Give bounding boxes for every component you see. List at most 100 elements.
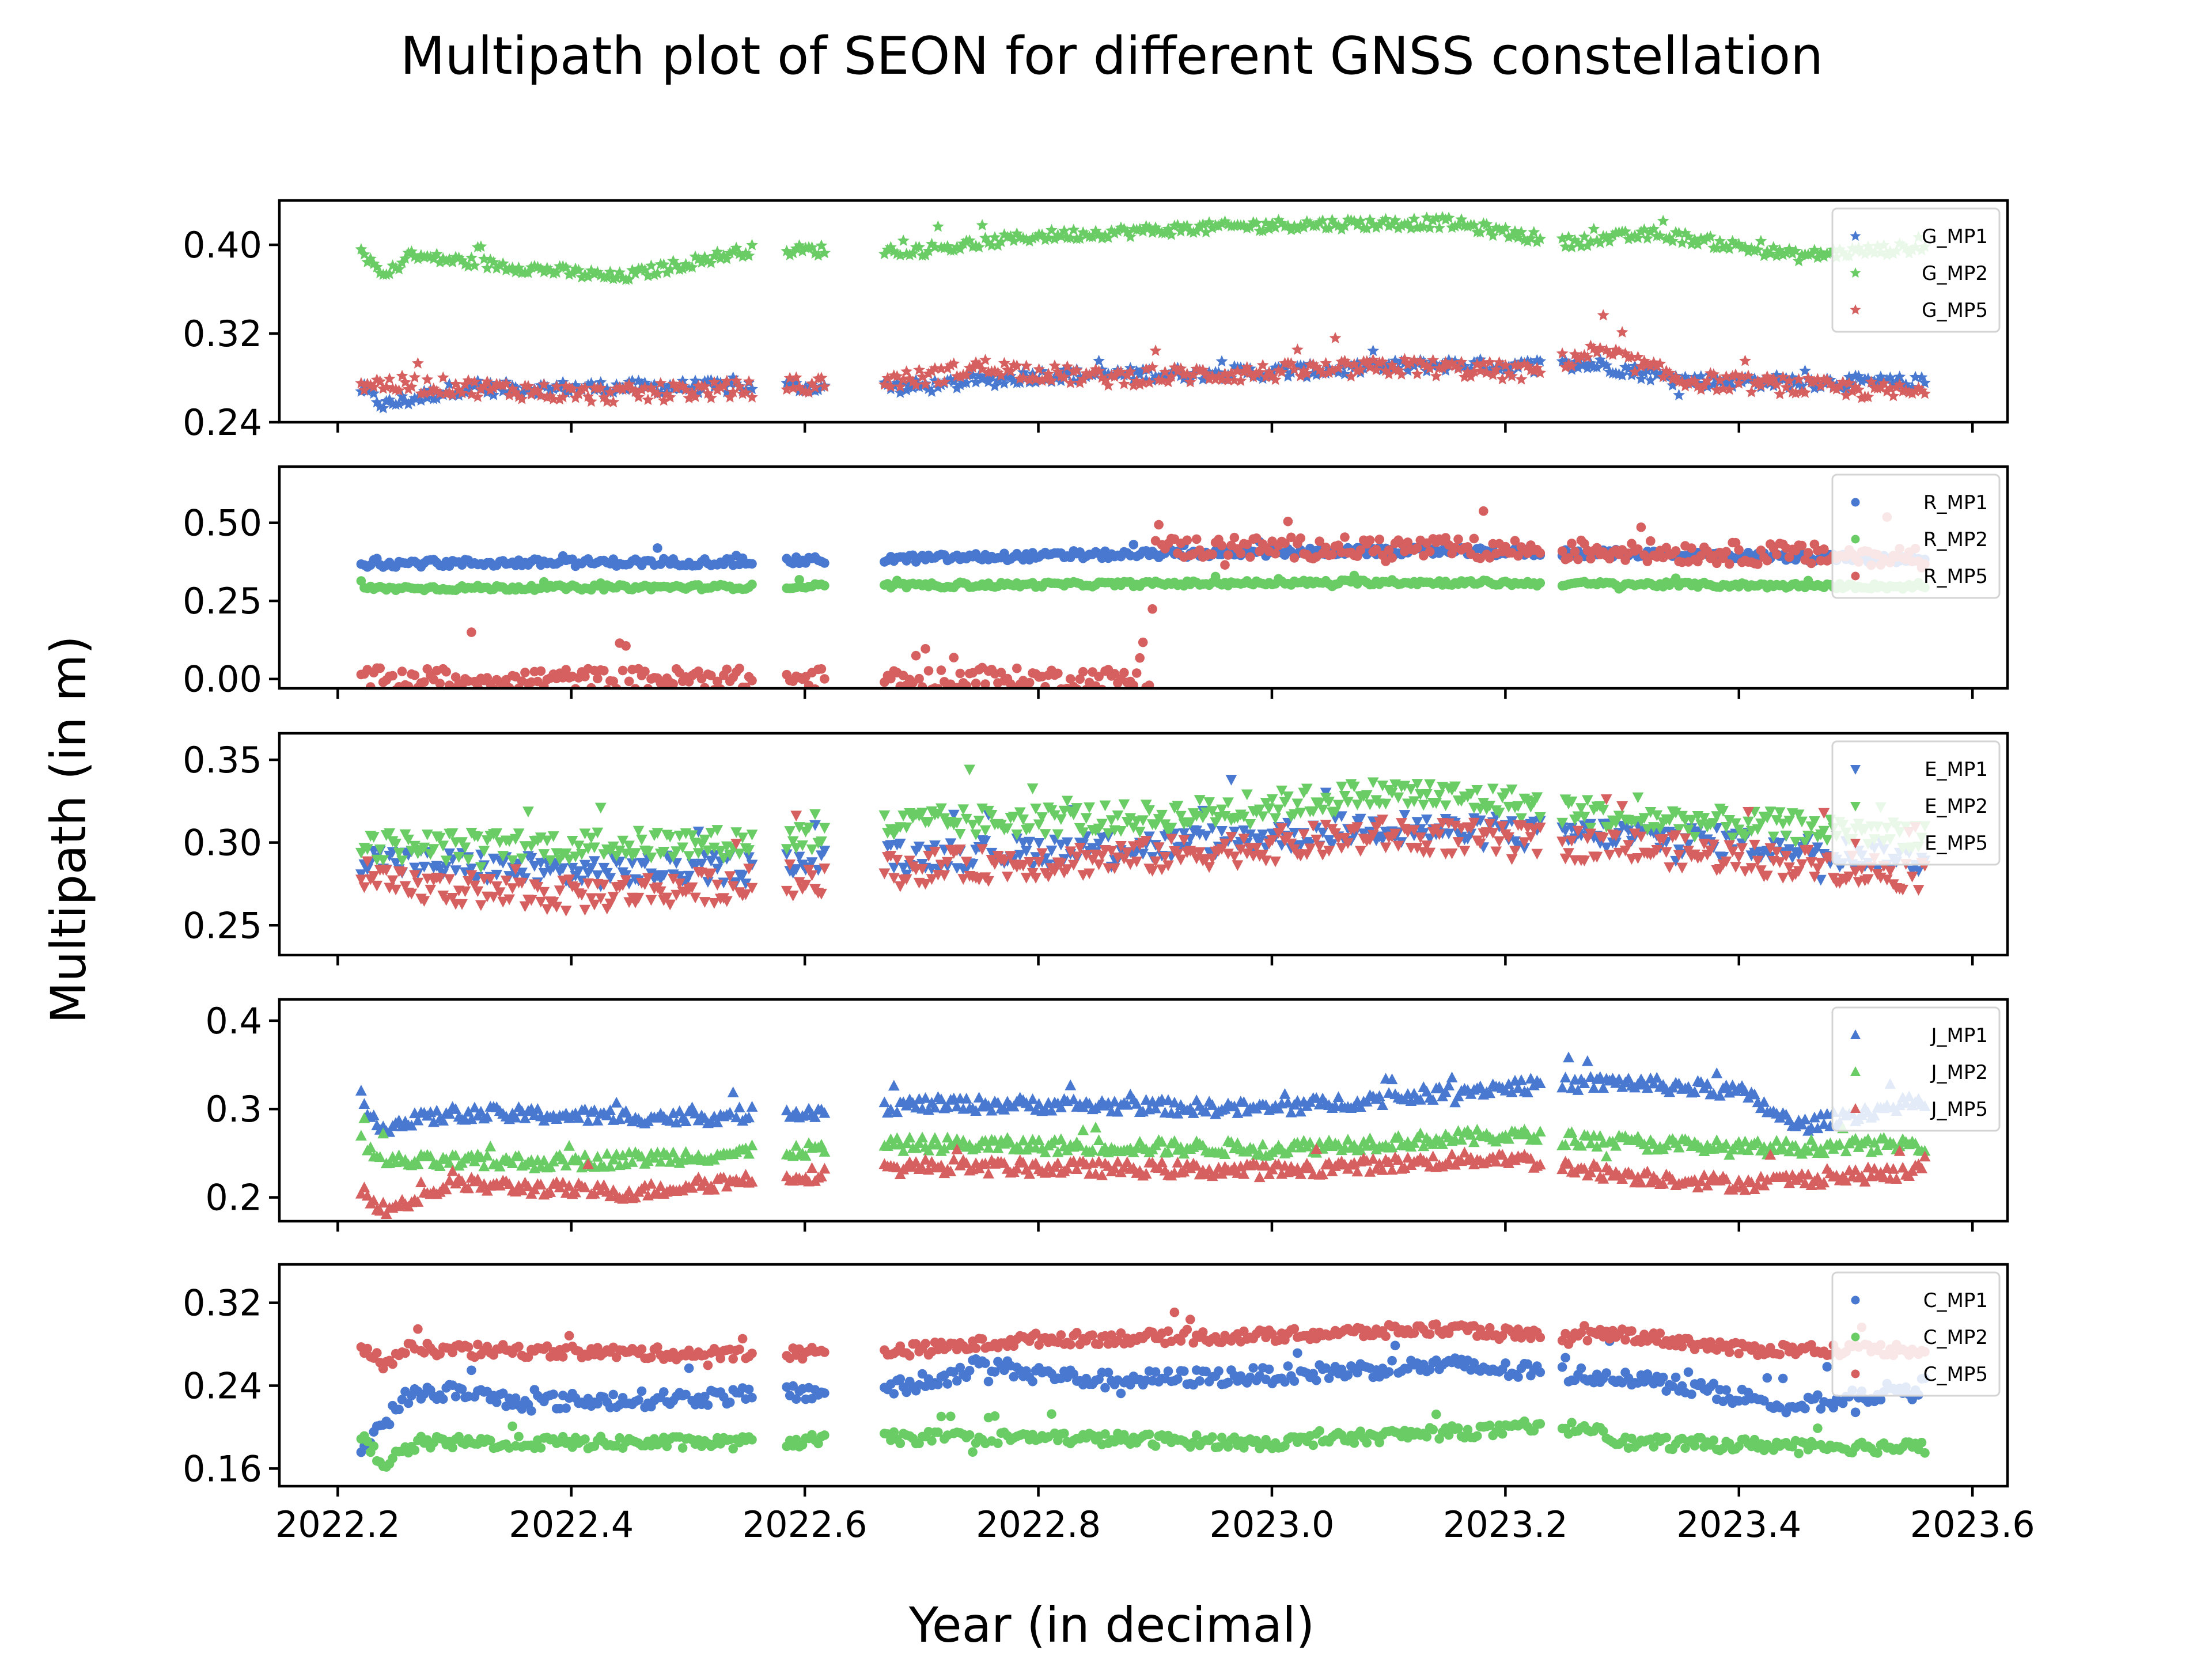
data-point (535, 896, 547, 908)
data-point (1033, 1134, 1045, 1145)
data-point (926, 365, 938, 377)
data-point (1340, 532, 1350, 542)
data-point (607, 841, 619, 853)
data-point (1285, 366, 1297, 378)
data-point (427, 1116, 440, 1127)
data-point (1446, 221, 1458, 233)
data-point (1642, 556, 1653, 566)
legend-box (1831, 474, 2001, 599)
data-point (796, 245, 809, 257)
data-point (632, 391, 645, 403)
data-point (1566, 1082, 1578, 1093)
data-point (1206, 806, 1218, 817)
axes-frame (278, 732, 2009, 957)
data-point (582, 878, 594, 889)
data-point (743, 852, 755, 863)
data-point (1559, 1071, 1571, 1083)
data-point (1518, 837, 1531, 849)
data-point (1077, 827, 1089, 839)
data-point (929, 1101, 941, 1113)
data-point (412, 877, 424, 889)
data-point (1178, 828, 1190, 839)
data-point (588, 267, 601, 279)
data-point (550, 380, 563, 392)
data-point (588, 856, 600, 867)
data-point (1581, 1055, 1593, 1066)
data-point (1216, 804, 1228, 816)
data-point (1567, 539, 1577, 548)
data-point (1566, 823, 1578, 834)
data-point (462, 260, 475, 272)
data-point (1633, 544, 1643, 554)
data-point (402, 382, 415, 395)
legend-marker (1850, 267, 1861, 278)
data-point (547, 393, 560, 404)
data-point (986, 239, 998, 251)
data-point (1209, 373, 1222, 385)
data-point (1752, 374, 1764, 387)
data-point (1771, 847, 1783, 858)
data-point (1730, 537, 1741, 548)
data-point (727, 1086, 739, 1097)
data-point (1641, 824, 1653, 835)
data-point (544, 384, 556, 396)
data-point (1742, 369, 1755, 381)
data-point (588, 1104, 600, 1115)
data-point (383, 372, 396, 384)
data-point (1203, 862, 1215, 873)
data-point (380, 865, 392, 876)
data-point (1049, 866, 1060, 877)
data-point (1282, 1096, 1294, 1108)
data-point (1411, 817, 1423, 828)
data-point (642, 846, 654, 857)
data-point (1313, 841, 1325, 853)
data-point (1112, 1105, 1124, 1117)
data-point (361, 856, 373, 868)
data-point (1762, 555, 1772, 566)
data-point (1755, 234, 1767, 247)
data-point (425, 884, 437, 896)
data-point (504, 683, 514, 688)
data-point (1121, 847, 1133, 859)
data-point (408, 371, 421, 383)
data-point (579, 381, 591, 393)
data-point (579, 1103, 591, 1115)
data-point (979, 836, 991, 847)
data-point (409, 862, 421, 874)
data-point (434, 832, 446, 844)
data-point (1654, 357, 1666, 369)
data-point (992, 1142, 1004, 1153)
data-point (747, 559, 757, 569)
data-point (1317, 804, 1329, 816)
data-point (746, 830, 758, 840)
data-point (1323, 797, 1335, 808)
data-point (897, 234, 910, 246)
data-point (1563, 1051, 1574, 1063)
y-tick-label: 0.50 (183, 502, 262, 544)
data-point (1411, 368, 1423, 380)
data-point (1140, 835, 1152, 847)
data-point (1124, 859, 1137, 870)
data-point (1291, 343, 1304, 355)
data-point (1109, 863, 1120, 874)
data-point (399, 881, 411, 892)
data-point (397, 666, 407, 676)
data-point (427, 844, 440, 855)
data-point (1172, 849, 1184, 860)
data-point (510, 864, 521, 875)
data-point (1236, 548, 1246, 559)
data-point (1749, 839, 1760, 851)
data-point (820, 674, 830, 684)
data-point (1399, 781, 1411, 792)
data-point (368, 380, 380, 392)
data-point (1821, 835, 1833, 846)
data-point (1074, 232, 1086, 244)
data-point (1146, 361, 1159, 373)
data-points-glonass (356, 506, 1930, 688)
data-point (604, 873, 616, 884)
data-point (537, 378, 550, 390)
data-point (1138, 637, 1148, 647)
data-point (576, 875, 588, 887)
